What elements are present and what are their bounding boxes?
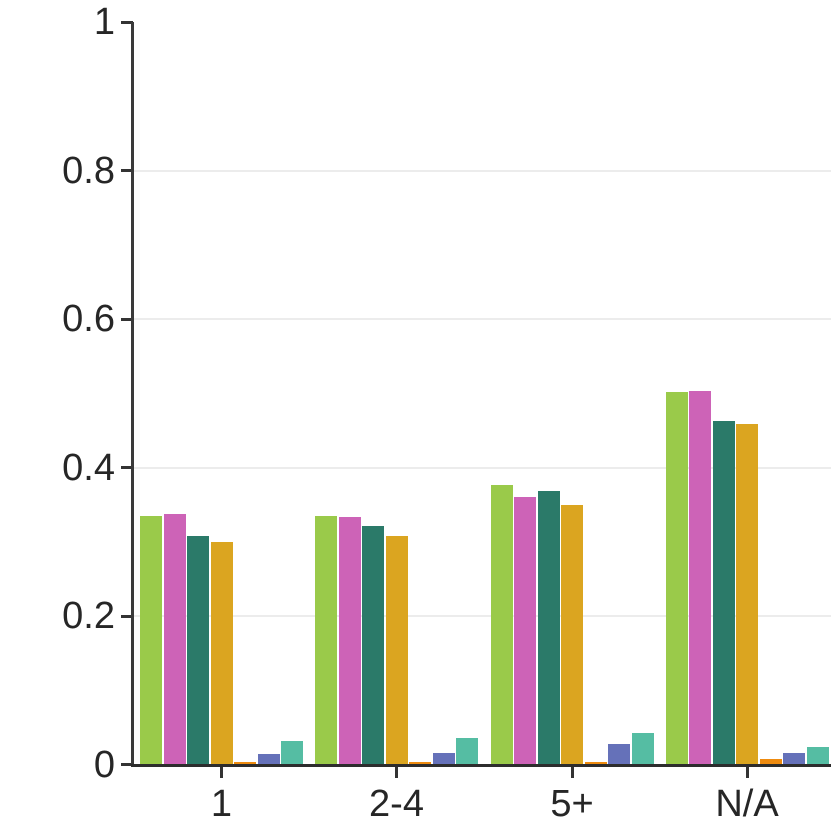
y-axis-tick <box>121 763 133 766</box>
y-axis-line <box>131 22 134 767</box>
x-axis-tick <box>395 766 398 778</box>
bar-seafoam <box>806 746 829 765</box>
bar-lime-green <box>490 484 513 765</box>
bar-magenta <box>338 516 361 765</box>
x-tick-label: 5+ <box>550 783 594 825</box>
bar-dark-teal <box>537 490 560 765</box>
bar-magenta <box>514 497 536 765</box>
x-axis-tick <box>745 766 749 778</box>
x-tick-label: 1 <box>210 783 233 825</box>
bar-slate-blue <box>257 754 280 765</box>
bar-lime-green <box>315 515 337 765</box>
gridline <box>133 318 831 320</box>
x-tick-label: N/A <box>715 783 779 825</box>
y-tick-label: 0.8 <box>62 149 115 192</box>
bar-gold <box>210 541 233 765</box>
bar-orange <box>409 762 431 765</box>
x-axis-tick <box>220 766 223 778</box>
y-tick-label: 0 <box>93 743 115 786</box>
bar-lime-green <box>140 515 162 765</box>
x-axis-line <box>131 763 831 767</box>
bar-orange <box>584 761 607 765</box>
y-axis-tick <box>121 317 133 321</box>
bar-slate-blue <box>783 753 805 765</box>
bar-gold <box>736 423 758 765</box>
y-tick-label: 0.4 <box>62 446 115 489</box>
y-axis-tick <box>121 20 133 24</box>
bar-magenta <box>163 514 186 765</box>
bar-seafoam <box>456 737 478 765</box>
bar-gold <box>385 535 408 765</box>
bar-seafoam <box>631 732 654 765</box>
bar-dark-teal <box>712 421 735 765</box>
gridline <box>133 615 831 617</box>
y-axis-tick <box>121 169 133 172</box>
bar-dark-teal <box>187 535 209 765</box>
y-tick-label: 0.6 <box>62 298 115 340</box>
y-axis-tick <box>121 614 133 618</box>
bar-seafoam <box>281 741 303 765</box>
y-tick-label: 1 <box>93 1 115 43</box>
y-tick-label: 0.2 <box>62 595 115 637</box>
gridline <box>133 466 831 469</box>
bar-dark-teal <box>362 526 384 765</box>
bar-slate-blue <box>432 753 455 765</box>
bar-orange <box>234 762 256 765</box>
bar-slate-blue <box>608 744 630 765</box>
x-tick-label: 2-4 <box>369 783 424 825</box>
bar-gold <box>561 504 583 765</box>
y-axis-tick <box>121 466 133 469</box>
bar-lime-green <box>665 391 688 765</box>
x-axis-tick <box>570 766 574 778</box>
gridline <box>133 169 831 172</box>
bar-orange <box>759 758 782 765</box>
bar-magenta <box>689 391 711 765</box>
